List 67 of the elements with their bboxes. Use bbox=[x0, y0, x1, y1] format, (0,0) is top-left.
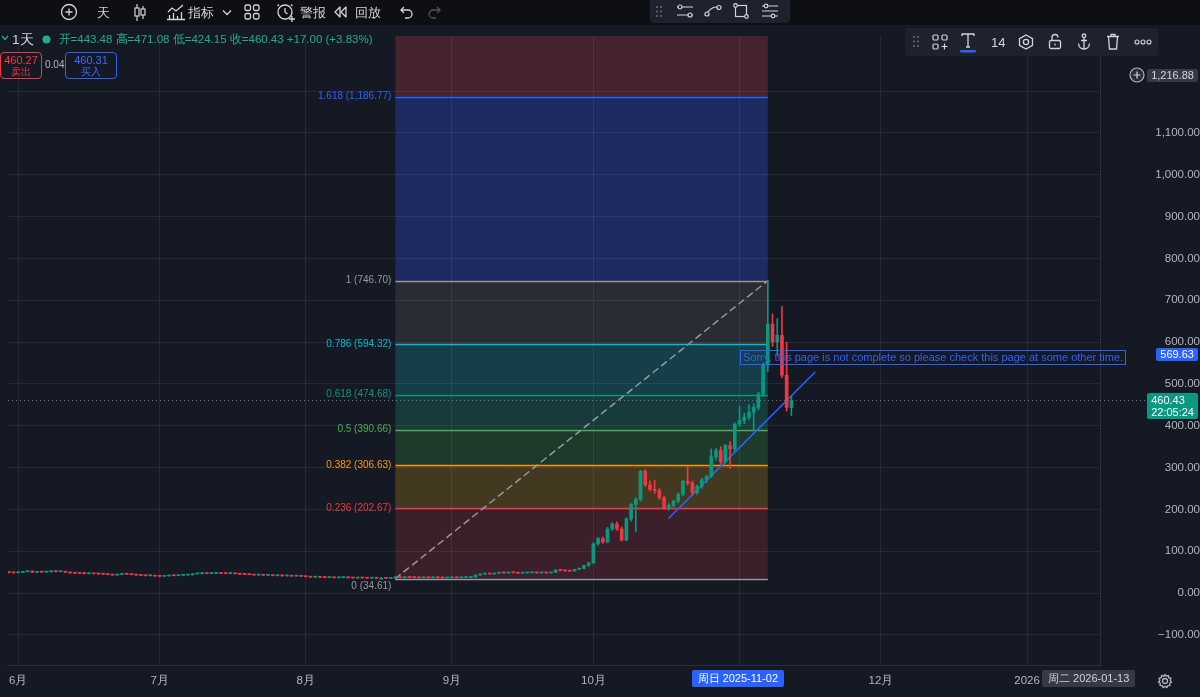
annotation: 14 bbox=[991, 35, 1006, 50]
text: 周日 2025-11-02 bbox=[691, 670, 785, 687]
ref-line-label: 0.5 (390.66) bbox=[337, 423, 392, 435]
text: 22:05:24 bbox=[1151, 406, 1194, 419]
y-tick-label: 900.00 bbox=[1164, 209, 1200, 222]
ref-line-label: 0.236 (202.67) bbox=[326, 502, 392, 514]
text: 周二 2026-01-13 bbox=[1042, 670, 1136, 687]
x-tick-label: 10月 bbox=[580, 674, 606, 687]
annotation: 卖出 bbox=[11, 65, 31, 77]
candlestick bbox=[237, 572, 242, 575]
annotation: 460.31 bbox=[74, 53, 108, 66]
ref-line-label: 0.382 (306.63) bbox=[326, 458, 392, 470]
candlestick bbox=[549, 571, 553, 574]
y-tick-label: 1,100.00 bbox=[1155, 126, 1200, 139]
x-tick-label: 12月 bbox=[868, 674, 894, 687]
candlestick bbox=[445, 576, 450, 579]
text: 569.63 bbox=[1156, 348, 1198, 361]
candlestick bbox=[483, 572, 487, 575]
candlestick bbox=[534, 571, 539, 574]
annotation: 0.04 bbox=[45, 59, 65, 70]
y-tick-label: 200.00 bbox=[1164, 502, 1200, 515]
y-tick-label: 800.00 bbox=[1164, 251, 1200, 264]
candlestick bbox=[365, 576, 369, 579]
candlestick bbox=[181, 573, 186, 576]
ref-line-label: 1.618 (1,186.77) bbox=[317, 90, 392, 102]
y-tick-label: −100.00 bbox=[1158, 628, 1200, 641]
ref-line-label: 0.618 (474.68) bbox=[326, 388, 392, 400]
ref-line-label: 0.786 (594.32) bbox=[326, 338, 392, 350]
candlestick bbox=[369, 576, 374, 579]
candlestick bbox=[567, 569, 572, 572]
candlestick bbox=[115, 573, 120, 576]
x-tick-label: 7月 bbox=[150, 674, 169, 687]
text: 指标 bbox=[188, 5, 214, 20]
y-tick-label: 400.00 bbox=[1164, 418, 1200, 431]
text: 回放 bbox=[355, 5, 381, 20]
y-tick-label: 500.00 bbox=[1164, 377, 1200, 390]
chart-subtitle: 开=443.48 高=471.08 低=424.15 收=460.43 +17.00 (+3.83%) bbox=[58, 33, 373, 46]
ref-line-label: 460.43 bbox=[1151, 393, 1186, 407]
x-tick-label: 9月 bbox=[442, 674, 462, 687]
candlestick bbox=[478, 573, 483, 576]
candlestick bbox=[501, 571, 506, 574]
chart-title: 1天 bbox=[12, 32, 34, 47]
ref-line-label: 0 (34.61) bbox=[351, 580, 392, 592]
candlestick bbox=[313, 575, 318, 578]
buy-button: 460.31 买入 bbox=[65, 52, 117, 79]
y-tick-label: 100.00 bbox=[1164, 544, 1200, 557]
candlestick bbox=[72, 571, 77, 574]
text: 1,216.88 bbox=[1147, 69, 1198, 82]
sell-button: 460.27 卖出 bbox=[0, 52, 42, 79]
text: 警报 bbox=[300, 5, 326, 20]
x-tick-label: 8月 bbox=[296, 674, 315, 687]
y-tick-label: 0.00 bbox=[1177, 586, 1200, 599]
y-tick-label: 600.00 bbox=[1164, 335, 1200, 348]
y-tick-label: 700.00 bbox=[1164, 293, 1200, 306]
x-tick-label: 6月 bbox=[8, 674, 28, 687]
candlestick bbox=[39, 570, 44, 573]
candlestick bbox=[379, 577, 384, 580]
text: 天 bbox=[97, 5, 110, 20]
annotation: 460.27 bbox=[4, 53, 38, 66]
annotation: 买入 bbox=[81, 65, 101, 77]
candlestick bbox=[544, 571, 549, 574]
y-tick-label: 300.00 bbox=[1164, 460, 1200, 473]
candlestick bbox=[153, 574, 157, 577]
y-tick-label: 1,000.00 bbox=[1155, 167, 1200, 180]
ref-line-label: 1 (746.70) bbox=[345, 274, 392, 286]
x-tick-label: 2026 bbox=[1014, 674, 1040, 687]
candlestick bbox=[497, 571, 501, 574]
